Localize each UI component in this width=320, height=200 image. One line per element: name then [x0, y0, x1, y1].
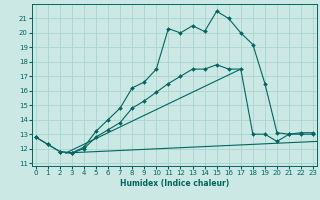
X-axis label: Humidex (Indice chaleur): Humidex (Indice chaleur): [120, 179, 229, 188]
